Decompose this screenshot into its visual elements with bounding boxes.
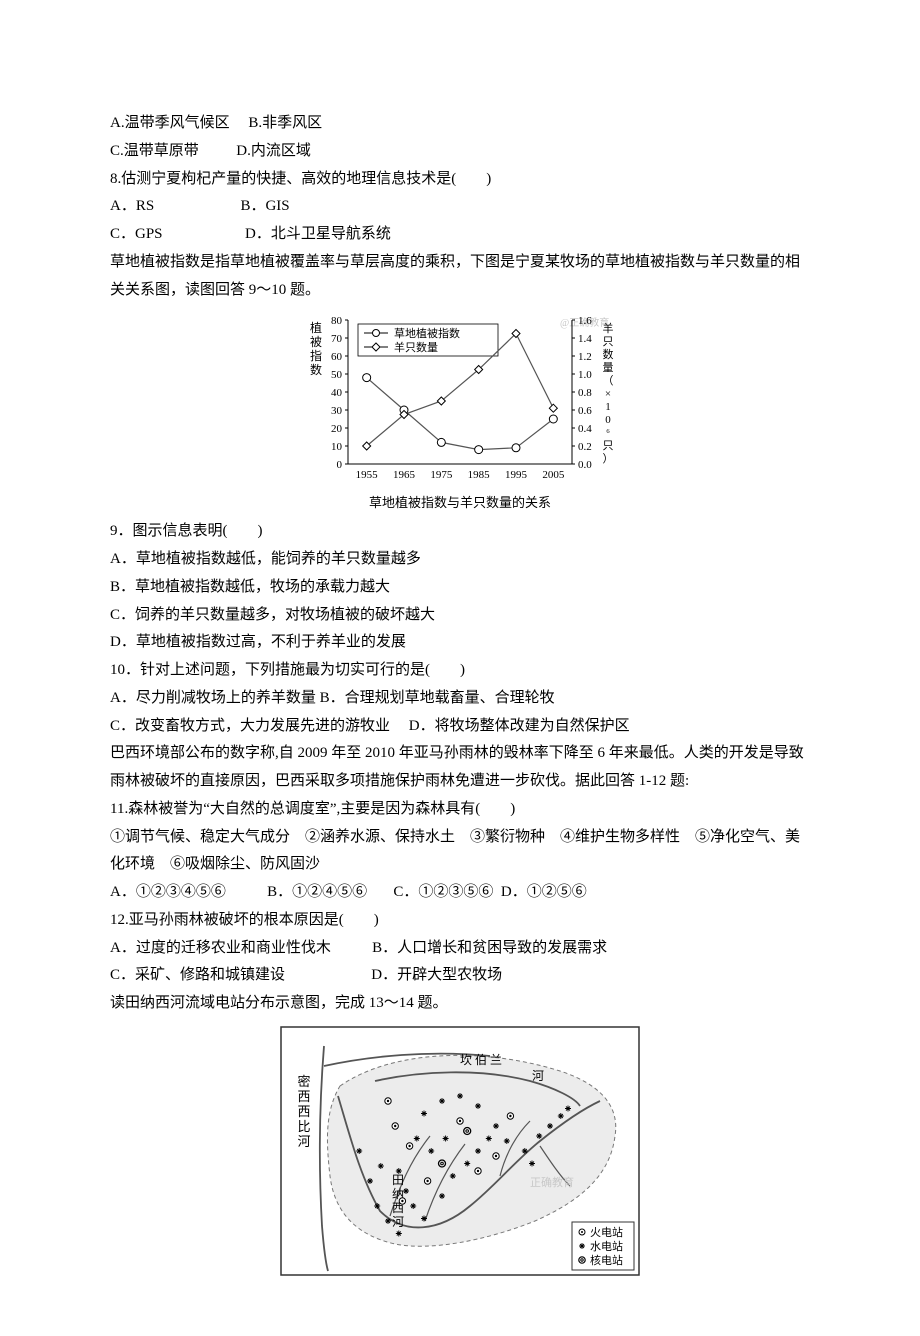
q11-opt-a: A．①②③④⑤⑥ (110, 879, 226, 907)
q9-opt-b: B．草地植被指数越低，牧场的承载力越大 (110, 574, 810, 602)
svg-text:数: 数 (310, 362, 322, 377)
svg-text:只: 只 (603, 336, 614, 348)
svg-text:0.6: 0.6 (578, 405, 592, 417)
svg-text:量: 量 (603, 361, 614, 374)
q10-opt-d: D．将牧场整体改建为自然保护区 (409, 718, 630, 734)
svg-text:1985: 1985 (468, 469, 491, 481)
tennessee-intro: 读田纳西河流域电站分布示意图，完成 13～14 题。 (110, 990, 810, 1018)
chart1-container: @正确教育01020304050607080植被指数0.00.20.40.60.… (110, 312, 810, 512)
svg-text:1975: 1975 (430, 469, 453, 481)
svg-text:河: 河 (297, 1134, 310, 1149)
q11-stem: 11.森林被誉为“大自然的总调度室”,主要是因为森林具有( ) (110, 796, 810, 824)
svg-text:河: 河 (532, 1069, 544, 1083)
svg-text:羊: 羊 (603, 321, 614, 335)
q7-opt-d: D.内流区域 (236, 143, 311, 159)
q8-opt-d: D．北斗卫星导航系统 (245, 226, 391, 242)
q8-opt-b: B．GIS (240, 198, 289, 214)
q11-list: ①调节气候、稳定大气成分 ②涵养水源、保持水土 ③繁衍物种 ④维护生物多样性 ⑤… (110, 824, 810, 880)
q9-opt-c: C．饲养的羊只数量越多，对牧场植被的破坏越大 (110, 602, 810, 630)
q10-opt-c: C．改变畜牧方式，大力发展先进的游牧业 (110, 718, 390, 734)
svg-text:0.4: 0.4 (578, 423, 592, 435)
q10-opt-b: B．合理规划草地载畜量、合理轮牧 (320, 690, 555, 706)
q12-opt-b: B．人口增长和贫困导致的发展需求 (372, 940, 607, 956)
svg-text:0: 0 (605, 414, 611, 426)
svg-text:30: 30 (331, 405, 343, 417)
svg-text:坎 伯 兰: 坎 伯 兰 (460, 1052, 502, 1067)
svg-text:1.6: 1.6 (578, 315, 592, 327)
svg-text:1995: 1995 (505, 469, 528, 481)
svg-text:0.0: 0.0 (578, 459, 592, 471)
svg-text:河: 河 (392, 1215, 404, 1229)
svg-text:50: 50 (331, 369, 343, 381)
q12-opt-d: D．开辟大型农牧场 (371, 967, 502, 983)
q11-opt-d: D．①②⑤⑥ (501, 879, 587, 907)
svg-text:密: 密 (297, 1074, 310, 1089)
q10-stem: 10．针对上述问题，下列措施最为切实可行的是( ) (110, 657, 810, 685)
svg-text:1965: 1965 (393, 469, 416, 481)
svg-text:数: 数 (603, 348, 614, 361)
q10-opt-a: A．尽力削减牧场上的养羊数量 (110, 690, 316, 706)
q12-opt-c: C．采矿、修路和城镇建设 (110, 967, 285, 983)
svg-text:1.2: 1.2 (578, 351, 592, 363)
svg-text:羊只数量: 羊只数量 (394, 340, 438, 354)
svg-text:2005: 2005 (542, 469, 565, 481)
svg-text:田: 田 (392, 1173, 404, 1187)
q7-opt-a: A.温带季风气候区 (110, 115, 230, 131)
svg-text:只: 只 (603, 440, 614, 452)
chart2-svg: 密西西比河坎 伯 兰河田纳西河正确教育火电站水电站核电站 (280, 1026, 640, 1276)
brazil-para: 巴西环境部公布的数字称,自 2009 年至 2010 年亚马孙雨林的毁林率下降至… (110, 740, 810, 796)
svg-text:×: × (605, 388, 611, 400)
svg-text:0: 0 (337, 459, 343, 471)
svg-text:0.8: 0.8 (578, 387, 592, 399)
q11-opt-b: B．①②④⑤⑥ (267, 879, 367, 907)
svg-text:草地植被指数: 草地植被指数 (394, 326, 460, 340)
q11-opt-c: C．①②③⑤⑥ (393, 879, 493, 907)
q7-opt-c: C.温带草原带 (110, 143, 199, 159)
svg-text:比: 比 (297, 1119, 310, 1134)
q9-opt-d: D．草地植被指数过高，不利于养羊业的发展 (110, 629, 810, 657)
svg-text:1.4: 1.4 (578, 333, 592, 345)
svg-text:40: 40 (331, 387, 343, 399)
svg-text:植: 植 (310, 320, 322, 335)
q9-stem: 9．图示信息表明( ) (110, 518, 810, 546)
svg-text:火电站: 火电站 (590, 1225, 623, 1239)
q9-opt-a: A．草地植被指数越低，能饲养的羊只数量越多 (110, 546, 810, 574)
svg-text:1: 1 (605, 401, 611, 413)
svg-text:（: （ (603, 374, 614, 387)
svg-text:指: 指 (310, 348, 322, 363)
svg-text:）: ） (603, 452, 614, 465)
svg-text:正确教育: 正确教育 (530, 1175, 574, 1189)
svg-text:1955: 1955 (356, 469, 379, 481)
svg-text:60: 60 (331, 351, 343, 363)
q8-stem: 8.估测宁夏枸杞产量的快捷、高效的地理信息技术是( ) (110, 166, 810, 194)
svg-text:核电站: 核电站 (590, 1253, 623, 1267)
chart1-svg: @正确教育01020304050607080植被指数0.00.20.40.60.… (300, 312, 620, 492)
q12-stem: 12.亚马孙雨林被破坏的根本原因是( ) (110, 907, 810, 935)
svg-text:20: 20 (331, 423, 343, 435)
svg-text:西: 西 (297, 1104, 310, 1119)
chart1-intro: 草地植被指数是指草地植被覆盖率与草层高度的乘积，下图是宁夏某牧场的草地植被指数与… (110, 249, 810, 305)
chart2-container: 密西西比河坎 伯 兰河田纳西河正确教育火电站水电站核电站 (110, 1026, 810, 1276)
chart1-caption: 草地植被指数与羊只数量的关系 (300, 494, 620, 512)
svg-text:10: 10 (331, 441, 343, 453)
q8-opt-a: A．RS (110, 198, 154, 214)
svg-text:被: 被 (310, 335, 322, 349)
q8-opt-c: C．GPS (110, 226, 163, 242)
svg-text:水电站: 水电站 (590, 1239, 623, 1253)
q7-opt-b: B.非季风区 (248, 115, 322, 131)
svg-text:80: 80 (331, 315, 343, 327)
q12-opt-a: A．过度的迁移农业和商业性伐木 (110, 940, 331, 956)
svg-text:⁶: ⁶ (606, 427, 610, 439)
svg-text:0.2: 0.2 (578, 441, 592, 453)
svg-text:70: 70 (331, 333, 343, 345)
svg-text:西: 西 (297, 1089, 310, 1104)
svg-text:1.0: 1.0 (578, 369, 592, 381)
